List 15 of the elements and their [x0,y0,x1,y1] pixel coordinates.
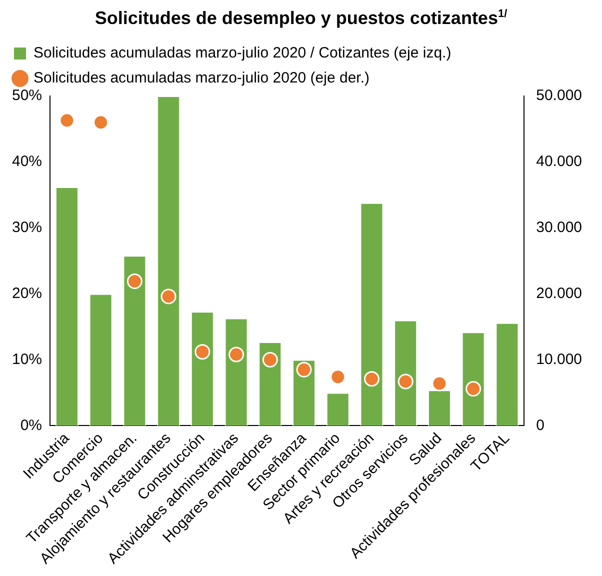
y2-tick-label: 30.000 [536,219,582,236]
y2-tick-label: 0 [536,416,544,434]
y-tick-label: 0% [20,416,42,434]
legend-label: Solicitudes acumuladas marzo-julio 2020 / Cotizantes (eje izq.) [34,44,452,62]
y2-tick-label: 50.000 [536,87,582,104]
y-tick-label: 30% [12,219,42,236]
y-tick-label: 20% [12,284,42,302]
y-tick-label: 10% [12,350,42,368]
y-tick-label: 40% [12,153,42,170]
y2-tick-label: 40.000 [536,153,582,170]
chart-title: Solicitudes de desempleo y puestos cotizantes$^{1/}$ [94,8,508,29]
legend-label: Solicitudes acumuladas marzo-julio 2020 (eje der.) [34,70,370,87]
y2-tick-label: 20.000 [536,284,582,302]
y-tick-label: 50% [12,87,42,104]
y2-tick-label: 10.000 [536,350,582,368]
